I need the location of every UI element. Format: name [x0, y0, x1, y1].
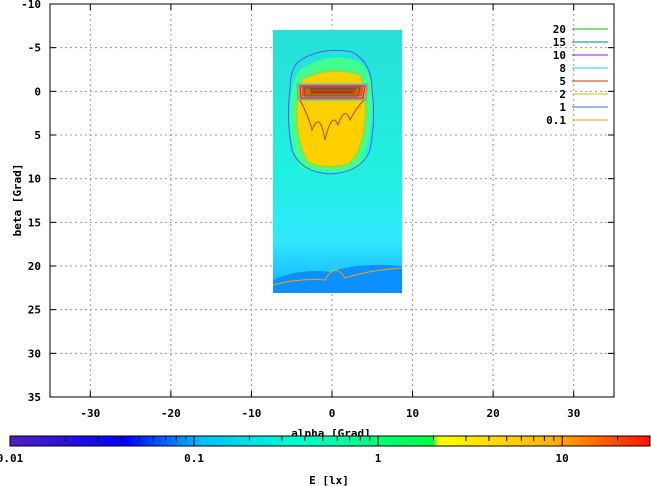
y-tick-label: 0 — [34, 85, 41, 98]
heatmap-core — [310, 88, 356, 94]
legend-label: 15 — [553, 36, 566, 49]
legend-label: 1 — [559, 101, 566, 114]
y-tick-label: 15 — [28, 216, 41, 229]
colorbar-ticks: 0.01 0.1 1 10 — [0, 436, 651, 465]
contour-2 — [296, 70, 366, 168]
contour-5 — [299, 99, 365, 141]
y-tick-label: 20 — [28, 260, 41, 273]
colorbar-label: E [lx] — [309, 474, 349, 486]
legend-label: 5 — [559, 75, 566, 88]
colorbar: 0.01 0.1 1 10 E [lx] — [0, 435, 651, 486]
y-tick-label: 30 — [28, 347, 41, 360]
y-tick-label: 35 — [28, 391, 41, 404]
x-tick-label: 10 — [406, 407, 419, 420]
x-tick-label: 30 — [567, 407, 580, 420]
legend-label: 8 — [559, 62, 566, 75]
colorbar-tick-label: 1 — [375, 452, 382, 465]
legend-label: 20 — [553, 23, 566, 36]
legend-label: 2 — [559, 88, 566, 101]
x-tick-label: 0 — [329, 407, 336, 420]
contour-1 — [287, 49, 375, 175]
y-axis-label: beta [Grad] — [11, 164, 24, 237]
y-tick-label: 10 — [28, 173, 41, 186]
x-tick-label: -30 — [80, 407, 100, 420]
contour-15 — [303, 87, 361, 97]
legend-label: 10 — [553, 49, 566, 62]
x-tick-label: 20 — [487, 407, 500, 420]
contour-0.1 — [272, 267, 403, 286]
contour-10 — [299, 85, 366, 99]
y-tick-label: -10 — [21, 0, 41, 11]
contour-20 — [309, 89, 355, 95]
x-tick-label: -10 — [241, 407, 261, 420]
x-tick-label: -20 — [161, 407, 181, 420]
y-tick-label: 25 — [28, 304, 41, 317]
y-tick-label: -5 — [28, 42, 41, 55]
colorbar-tick-label: 10 — [556, 452, 569, 465]
contour-8 — [296, 83, 369, 101]
grid — [50, 4, 614, 397]
y-tick-label: 5 — [34, 129, 41, 142]
contour-lines — [272, 49, 403, 286]
colorbar-tick-label: 0.01 — [0, 452, 24, 465]
heatmap-field — [273, 30, 402, 293]
colorbar-tick-label: 0.1 — [184, 452, 204, 465]
legend-label: 0.1 — [546, 114, 566, 127]
